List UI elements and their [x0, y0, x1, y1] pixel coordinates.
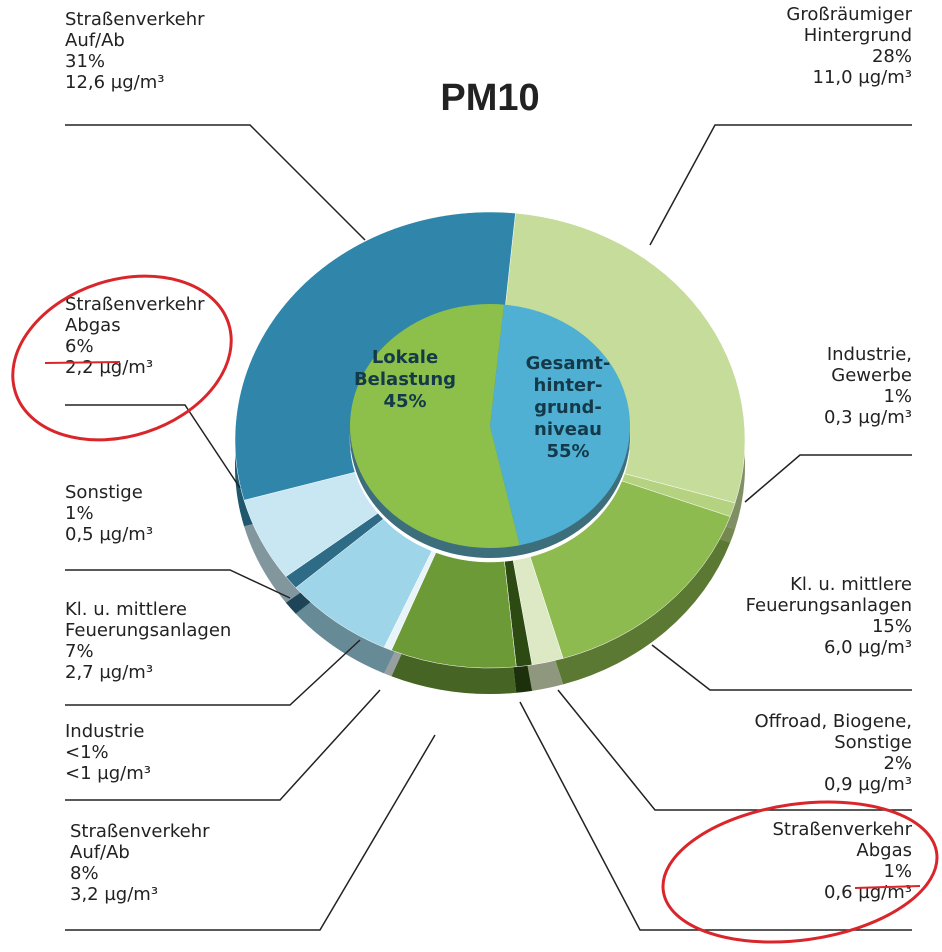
segment-label: Straßenverkehr	[65, 294, 205, 315]
segment-value-label: 1%	[883, 386, 912, 407]
segment-value-label: 6%	[65, 336, 94, 357]
segment-value-label: 1%	[65, 503, 94, 524]
segment-label: Auf/Ab	[65, 30, 125, 51]
segment-label: Industrie	[65, 721, 144, 742]
segment-concentration: 0,9 µg/m³	[824, 774, 912, 795]
annotation-strike	[44, 361, 121, 364]
annotation-strike	[854, 885, 921, 889]
segment-label: Sonstige	[65, 482, 143, 503]
segment-label: Straßenverkehr	[70, 821, 210, 842]
inner-label: Lokale	[372, 347, 438, 368]
segment-value-label: 28%	[872, 46, 912, 67]
inner-slice	[349, 304, 520, 548]
segment-label: Sonstige	[834, 732, 912, 753]
leader-line	[65, 734, 436, 931]
leader-line	[744, 454, 912, 503]
segment-concentration: <1 µg/m³	[65, 763, 151, 784]
inner-value-label: 45%	[383, 391, 426, 412]
inner-slice	[490, 304, 630, 546]
segment-concentration: 0,5 µg/m³	[65, 524, 153, 545]
inner-label: Gesamt-	[526, 353, 611, 374]
segment-concentration: 2,7 µg/m³	[65, 662, 153, 683]
segment-concentration: 2,2 µg/m³	[65, 357, 153, 378]
annotation-circle	[11, 274, 233, 442]
leader-line	[519, 701, 912, 931]
pie	[234, 211, 746, 694]
segment-concentration: 6,0 µg/m³	[824, 637, 912, 658]
chart-title: PM10	[440, 77, 539, 119]
segment-label: Abgas	[856, 840, 912, 861]
segment-concentration: 11,0 µg/m³	[813, 67, 913, 88]
segment-label: Offroad, Biogene,	[754, 711, 912, 732]
segment-label: Großräumiger	[786, 4, 912, 25]
segment-label: Gewerbe	[831, 365, 912, 386]
segment-label: Feuerungsanlagen	[65, 620, 231, 641]
segment-concentration: 3,2 µg/m³	[70, 884, 158, 905]
segment-concentration: 12,6 µg/m³	[65, 72, 165, 93]
segment-label: Kl. u. mittlere	[65, 599, 187, 620]
segment-label: Abgas	[65, 315, 121, 336]
segment-value-label: 15%	[872, 616, 912, 637]
leader-line	[557, 689, 912, 811]
leader-line	[65, 639, 361, 706]
segment-value-label: 1%	[883, 861, 912, 882]
segment-value-label: 8%	[70, 863, 99, 884]
annotation-circle	[661, 800, 939, 944]
segment-label: Feuerungsanlagen	[746, 595, 912, 616]
inner-label: hinter-	[534, 375, 603, 396]
inner-label: grund-	[534, 397, 602, 418]
leader-line	[65, 569, 291, 599]
segment-label: Hintergrund	[804, 25, 912, 46]
segment-concentration: 0,3 µg/m³	[824, 407, 912, 428]
leader-line	[65, 689, 381, 801]
inner-value-label: 55%	[546, 441, 589, 462]
inner-label: Belastung	[354, 369, 456, 390]
segment-value-label: 7%	[65, 641, 94, 662]
segment-label: Straßenverkehr	[65, 9, 205, 30]
segment-concentration: 0,6 µg/m³	[824, 882, 912, 903]
segment-label: Straßenverkehr	[772, 819, 912, 840]
segment-value-label: 31%	[65, 51, 105, 72]
leader-line	[65, 404, 241, 489]
leader-line	[649, 124, 912, 246]
segment-value-label: 2%	[883, 753, 912, 774]
leader-line	[65, 124, 366, 241]
segment-value-label: <1%	[65, 742, 109, 763]
segment-label: Industrie,	[827, 344, 912, 365]
segment-label: Kl. u. mittlere	[790, 574, 912, 595]
leader-line	[651, 644, 912, 691]
segment-label: Auf/Ab	[70, 842, 130, 863]
inner-label: niveau	[534, 419, 602, 440]
